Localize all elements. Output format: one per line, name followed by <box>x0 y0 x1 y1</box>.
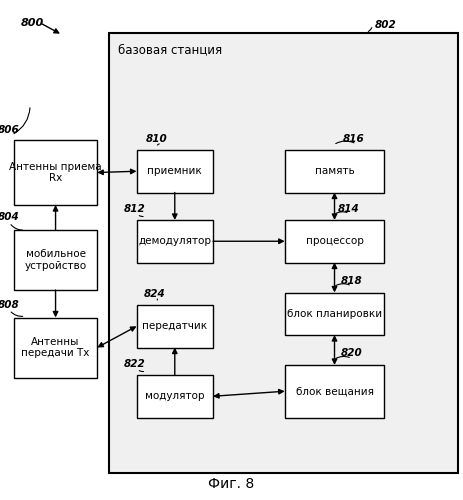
Bar <box>285 150 384 192</box>
Bar <box>285 292 384 335</box>
Text: память: память <box>315 166 354 176</box>
Text: базовая станция: базовая станция <box>118 44 222 57</box>
Text: модулятор: модулятор <box>145 391 205 401</box>
Text: процессор: процессор <box>306 236 363 246</box>
Bar <box>14 140 97 205</box>
Bar <box>14 318 97 378</box>
Bar <box>137 150 213 192</box>
Text: мобильное
устройство: мобильное устройство <box>25 249 87 271</box>
Text: 808: 808 <box>0 300 19 310</box>
Text: 806: 806 <box>0 125 19 135</box>
Text: 814: 814 <box>338 204 360 214</box>
Text: 824: 824 <box>144 289 165 299</box>
Text: Антенны приема
Rx: Антенны приема Rx <box>9 162 102 184</box>
Text: 812: 812 <box>124 204 146 214</box>
Text: демодулятор: демодулятор <box>138 236 211 246</box>
Text: 804: 804 <box>0 212 19 222</box>
Bar <box>137 375 213 418</box>
Text: 822: 822 <box>124 359 146 369</box>
Text: передатчик: передатчик <box>142 322 207 331</box>
Text: 818: 818 <box>340 276 362 286</box>
Text: 800: 800 <box>21 18 44 28</box>
Text: 802: 802 <box>375 20 397 30</box>
Text: Антенны
передачи Tx: Антенны передачи Tx <box>21 336 90 358</box>
Bar <box>285 365 384 418</box>
Text: блок вещания: блок вещания <box>295 386 374 396</box>
Bar <box>137 305 213 348</box>
Bar <box>137 220 213 262</box>
Text: 810: 810 <box>146 134 168 144</box>
Text: 820: 820 <box>340 348 362 358</box>
Bar <box>285 220 384 262</box>
Text: приемник: приемник <box>147 166 202 176</box>
Text: блок планировки: блок планировки <box>287 308 382 319</box>
Bar <box>109 32 458 472</box>
Text: 816: 816 <box>343 134 364 144</box>
Bar <box>14 230 97 290</box>
Text: Фиг. 8: Фиг. 8 <box>208 477 255 491</box>
